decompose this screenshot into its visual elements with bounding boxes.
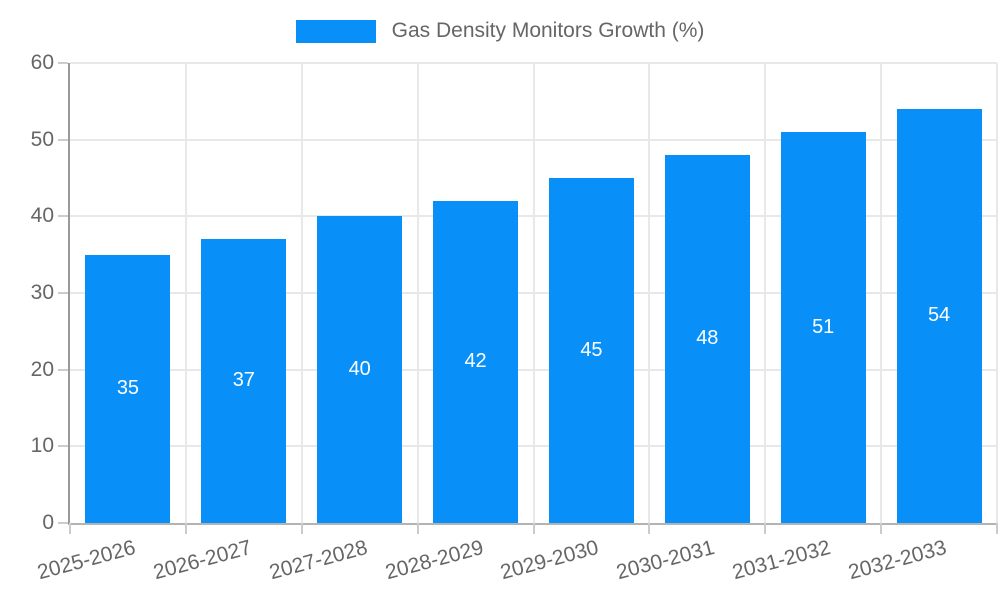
bar [664, 155, 750, 523]
bar-value-label: 35 [116, 376, 140, 399]
y-tick-mark [58, 292, 68, 294]
y-tick-mark [58, 62, 68, 64]
y-tick-mark [58, 215, 68, 218]
y-tick-label: 30 [30, 281, 54, 304]
x-tick-mark [300, 523, 303, 534]
x-tick-mark [764, 523, 767, 534]
y-tick-label: 10 [30, 434, 54, 458]
x-tick-label: 2027-2028 [266, 536, 370, 585]
bar-value-label: 48 [696, 327, 719, 349]
bar-value-label: 37 [232, 369, 255, 392]
bar [317, 216, 403, 523]
bar [548, 178, 634, 523]
chart-legend[interactable]: Gas Density Monitors Growth (%) [0, 19, 1000, 43]
y-tick-mark [58, 368, 68, 371]
y-tick-label: 60 [30, 51, 54, 74]
bar [433, 201, 519, 523]
x-tick-label: 2031-2032 [730, 536, 834, 585]
x-gridline [648, 63, 651, 523]
x-tick-label: 2026-2027 [150, 536, 254, 585]
legend-swatch[interactable] [295, 19, 376, 43]
x-gridline [300, 63, 303, 523]
x-tick-mark [880, 523, 883, 534]
x-gridline [416, 63, 419, 523]
x-tick-label: 2030-2031 [614, 536, 718, 585]
x-tick-mark [184, 523, 187, 534]
y-tick-label: 20 [30, 357, 54, 381]
bar [896, 109, 982, 523]
x-tick-label: 2032-2033 [846, 536, 950, 585]
x-tick-mark [996, 523, 998, 534]
bar-value-label: 45 [580, 338, 603, 361]
bar-value-label: 51 [812, 315, 835, 338]
bar-value-label: 54 [927, 304, 951, 326]
bar [85, 254, 171, 523]
bar-value-label: 40 [348, 357, 371, 380]
x-tick-label: 2029-2030 [498, 536, 602, 585]
x-tick-label: 2028-2029 [382, 536, 486, 585]
bar-value-label: 42 [464, 350, 487, 372]
x-gridline [532, 63, 535, 523]
y-tick-mark [58, 445, 68, 448]
x-gridline [996, 63, 998, 523]
x-gridline [184, 63, 187, 523]
y-tick-mark [58, 138, 68, 141]
y-tick-mark [58, 522, 68, 524]
x-tick-label: 2025-2026 [34, 536, 138, 585]
x-gridline [764, 63, 767, 523]
y-tick-label: 0 [42, 511, 54, 534]
bar [780, 132, 866, 523]
legend-label[interactable]: Gas Density Monitors Growth (%) [391, 19, 705, 42]
y-tick-label: 50 [30, 127, 54, 151]
x-tick-mark [532, 523, 535, 534]
bar [201, 239, 287, 523]
x-tick-mark [648, 523, 651, 534]
x-tick-mark [416, 523, 419, 534]
y-tick-label: 40 [30, 204, 54, 228]
x-tick-mark [69, 523, 71, 534]
x-gridline [880, 63, 883, 523]
plot-area: 35 37 40 42 45 48 51 54 [58, 62, 998, 534]
